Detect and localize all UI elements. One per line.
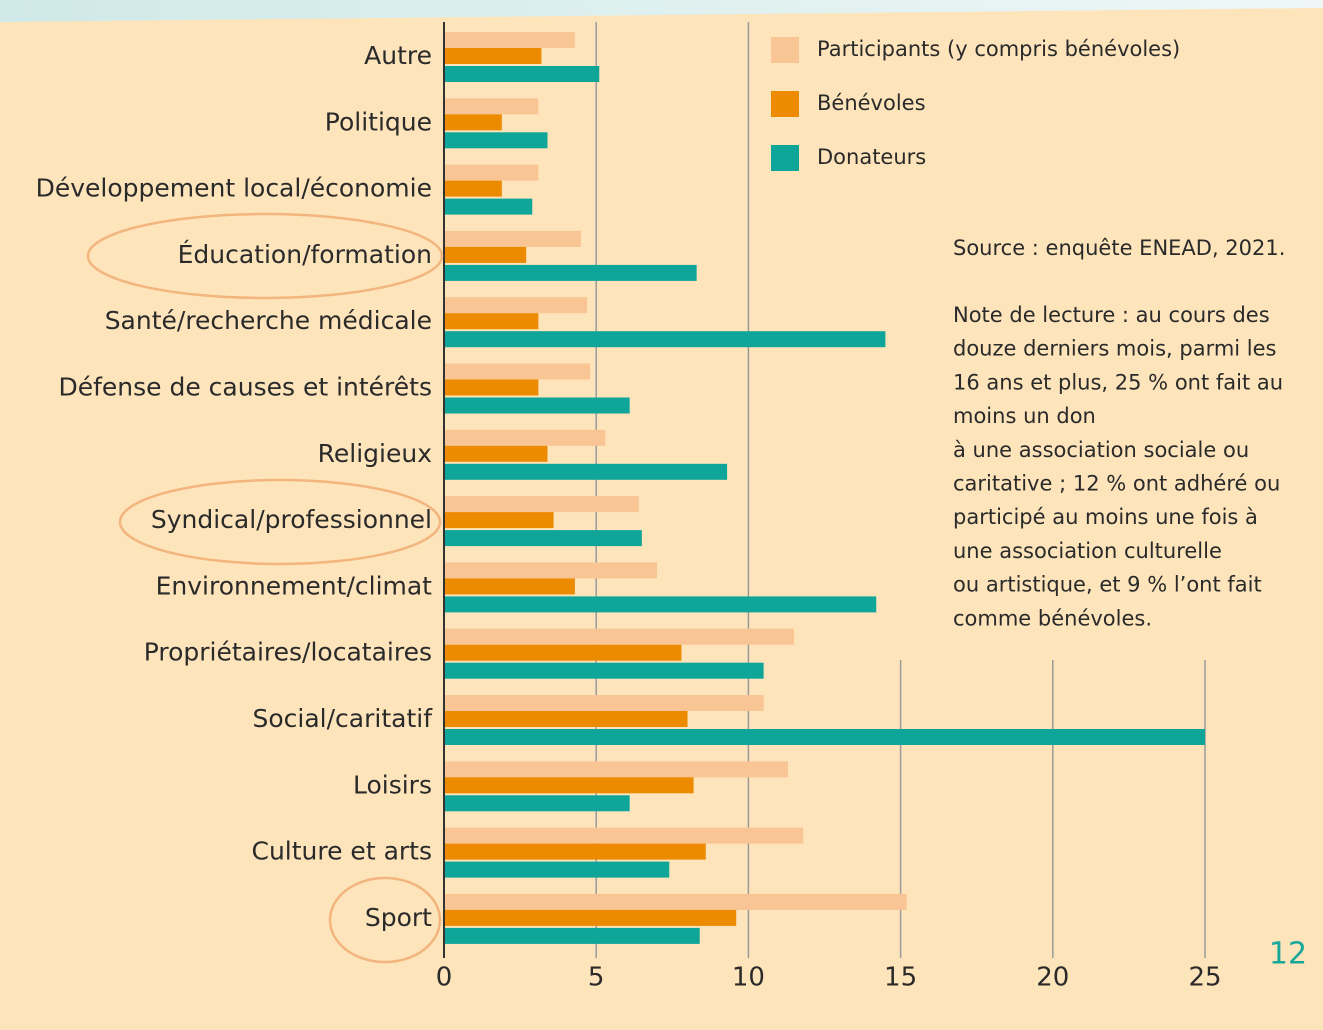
bar <box>444 562 658 579</box>
y-tick-label: Sport <box>365 903 432 932</box>
bar <box>444 98 539 115</box>
bar <box>444 32 575 48</box>
x-tick-label: 10 <box>732 963 765 993</box>
x-tick-label: 5 <box>588 963 605 993</box>
note-line: une association culturelle <box>953 539 1222 563</box>
bar <box>444 729 1205 745</box>
bar <box>444 827 804 844</box>
bar <box>444 662 764 679</box>
top-band <box>0 0 1323 22</box>
legend-label: Bénévoles <box>817 91 926 115</box>
bar <box>444 66 600 82</box>
bar <box>444 198 533 215</box>
highlight-circle <box>328 876 442 964</box>
y-tick-label: Environnement/climat <box>156 571 433 600</box>
bar <box>444 379 539 396</box>
bar <box>444 445 548 462</box>
bar <box>444 164 539 181</box>
note-line: participé au moins une fois à <box>953 505 1258 529</box>
legend-swatch <box>771 91 799 117</box>
bar <box>444 48 542 64</box>
bar <box>444 114 502 131</box>
bar <box>444 429 606 446</box>
x-tick-label: 0 <box>436 963 453 993</box>
bar <box>444 893 907 910</box>
bar <box>444 180 502 197</box>
y-tick-label: Social/caritatif <box>252 704 433 733</box>
y-tick-label: Éducation/formation <box>178 240 432 269</box>
page-number: 12 <box>1269 937 1307 972</box>
bar <box>444 644 682 661</box>
y-tick-label: Religieux <box>318 439 432 468</box>
note-line: à une association sociale ou <box>953 438 1249 462</box>
bar <box>444 496 639 513</box>
bar <box>444 264 697 281</box>
highlight-circle <box>118 478 442 566</box>
bar <box>444 246 527 263</box>
bar <box>444 313 539 330</box>
legend-label: Participants (y compris bénévoles) <box>817 37 1180 61</box>
y-tick-label: Autre <box>364 41 432 70</box>
bar <box>444 861 670 878</box>
bar <box>444 397 630 414</box>
bar <box>444 132 548 149</box>
bar <box>444 711 688 727</box>
bar <box>444 463 728 480</box>
highlight-circle <box>86 212 444 300</box>
note-line: douze derniers mois, parmi les <box>953 337 1277 361</box>
y-tick-label: Culture et arts <box>251 837 432 866</box>
bar <box>444 909 737 926</box>
legend-label: Donateurs <box>817 145 926 169</box>
bar <box>444 530 642 547</box>
bar <box>444 843 706 860</box>
bar <box>444 596 877 613</box>
y-tick-label: Défense de causes et intérêts <box>58 373 432 402</box>
bar <box>444 777 694 794</box>
bar <box>444 927 700 944</box>
note-line: caritative ; 12 % ont adhéré ou <box>953 472 1280 496</box>
legend-swatch <box>771 145 799 171</box>
y-tick-label: Loisirs <box>353 770 432 799</box>
bar <box>444 230 581 247</box>
bar <box>444 363 591 380</box>
bar <box>444 297 588 314</box>
bar <box>444 578 575 595</box>
bar <box>444 512 554 529</box>
x-tick-label: 20 <box>1036 963 1069 993</box>
bar <box>444 331 886 348</box>
bar <box>444 795 630 812</box>
note-line: Note de lecture : au cours des <box>953 303 1270 327</box>
legend-swatch <box>771 37 799 63</box>
bar <box>444 761 788 778</box>
bar <box>444 695 764 711</box>
note-line: moins un don <box>953 404 1096 428</box>
bar <box>444 628 795 645</box>
x-tick-label: 15 <box>884 963 917 993</box>
x-tick-label: 25 <box>1188 963 1221 993</box>
y-tick-label: Politique <box>325 107 432 136</box>
y-tick-label: Santé/recherche médicale <box>105 306 432 335</box>
note-line: comme bénévoles. <box>953 606 1152 630</box>
note-line: 16 ans et plus, 25 % ont fait au <box>953 370 1283 394</box>
y-tick-label: Propriétaires/locataires <box>144 638 432 667</box>
note-line: ou artistique, et 9 % l’ont fait <box>953 573 1262 597</box>
y-tick-label: Syndical/professionnel <box>151 505 432 534</box>
source: Source : enquête ENEAD, 2021. <box>953 236 1285 260</box>
y-tick-label: Développement local/économie <box>36 174 432 203</box>
